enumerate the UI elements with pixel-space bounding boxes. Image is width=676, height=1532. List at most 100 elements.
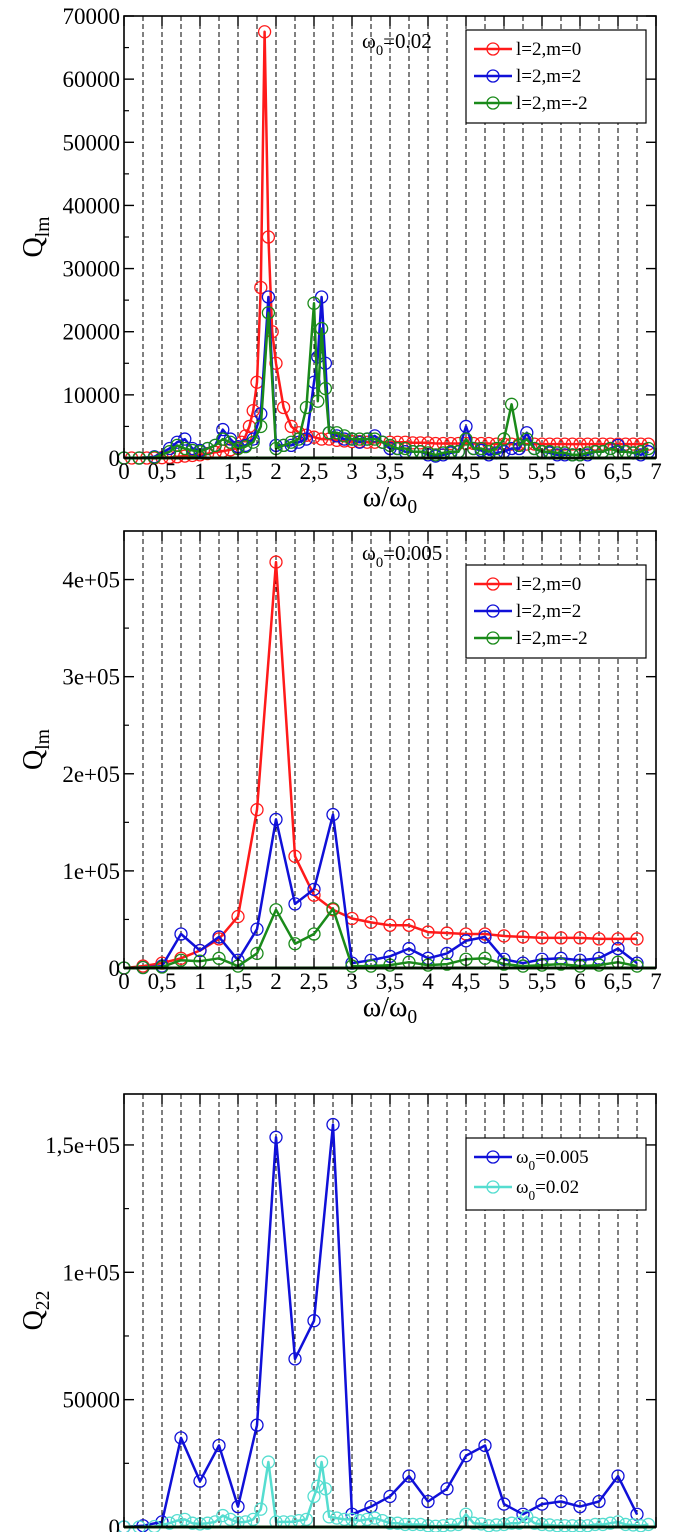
data-point — [440, 926, 454, 940]
data-point — [360, 1512, 374, 1527]
data-point — [375, 435, 390, 449]
x-tick-label: 5 — [498, 1528, 510, 1532]
x-tick-label: 0 — [118, 1528, 130, 1532]
data-point — [307, 296, 321, 310]
x-tick-label: 0,5 — [148, 969, 177, 994]
x-tick-label: 0 — [118, 459, 130, 484]
data-point — [489, 441, 504, 456]
data-point — [311, 1479, 325, 1493]
data-point — [318, 1482, 333, 1496]
x-tick-label: 5,5 — [528, 459, 557, 484]
data-point — [250, 803, 264, 817]
data-point — [200, 1516, 215, 1530]
legend-label: l=2,m=-2 — [516, 628, 588, 649]
legend-marker — [486, 42, 500, 56]
series-line — [124, 302, 649, 460]
legend-label-rest: =0.02 — [535, 1177, 579, 1198]
x-tick-label: 1,5 — [224, 969, 253, 994]
x-tick-label: 2 — [270, 459, 282, 484]
data-point — [580, 437, 595, 451]
data-point — [478, 1438, 492, 1453]
data-point — [337, 429, 352, 443]
data-point — [330, 1511, 344, 1525]
data-point — [216, 432, 230, 446]
data-point — [565, 437, 580, 451]
data-point — [634, 437, 648, 451]
data-point — [402, 918, 416, 932]
data-point — [383, 1489, 397, 1504]
data-point — [459, 432, 473, 446]
x-tick-label: 4,5 — [452, 1528, 481, 1532]
x-tick-label: 5,5 — [528, 969, 557, 994]
data-point — [535, 1497, 549, 1511]
y-axis-label-sub: lm — [33, 217, 54, 238]
data-point — [261, 306, 276, 320]
y-tick-label: 3e+05 — [62, 665, 120, 690]
data-point — [497, 929, 511, 943]
data-point — [185, 443, 200, 458]
data-point — [618, 1517, 633, 1532]
x-tick-label: 3 — [346, 1528, 358, 1532]
x-tick-label: 3,5 — [376, 459, 405, 484]
data-point — [254, 419, 268, 434]
data-point — [573, 931, 587, 945]
data-point — [250, 922, 264, 936]
data-point — [170, 438, 184, 453]
legend-label: ω0=0.005 — [516, 1147, 589, 1173]
legend-marker — [486, 69, 500, 83]
data-point — [459, 1449, 473, 1463]
legend-marker — [486, 96, 500, 110]
x-tick-label: 6,5 — [604, 969, 633, 994]
x-tick-label: 2 — [270, 1528, 282, 1532]
omega-annotation-sub: 0 — [376, 555, 383, 571]
data-point — [504, 437, 519, 451]
x-tick-label: 6,5 — [604, 1528, 633, 1532]
data-point — [352, 432, 367, 446]
legend-label-sub: 0 — [529, 1158, 536, 1173]
legend: l=2,m=0 l=2,m=2 l=2,m=-2 — [465, 564, 647, 659]
data-point — [322, 426, 336, 440]
x-tick-label: 7 — [650, 969, 662, 994]
series-line — [123, 813, 638, 970]
y-axis-label-main: Q — [18, 750, 49, 770]
omega-annotation-main: ω — [362, 29, 376, 53]
data-point — [223, 1512, 238, 1527]
x-tick-label: 1,5 — [224, 1528, 253, 1532]
data-point — [641, 441, 656, 456]
x-axis-label: ω/ω0 — [363, 992, 418, 1028]
data-point — [497, 432, 511, 446]
data-point — [193, 943, 207, 958]
x-tick-label: 5,5 — [528, 1528, 557, 1532]
series-line — [124, 30, 649, 460]
data-point — [250, 946, 264, 961]
data-point — [261, 290, 276, 304]
y-axis-label-sub: 22 — [33, 1291, 54, 1311]
data-point — [345, 432, 359, 446]
data-point — [626, 437, 640, 451]
data-point — [478, 930, 492, 944]
y-tick-label: 40000 — [63, 193, 121, 218]
x-tick-label: 2,5 — [300, 1528, 329, 1532]
data-point — [269, 812, 283, 827]
y-tick-label: 20000 — [63, 320, 121, 345]
legend-label-main: ω — [516, 1147, 529, 1168]
x-tick-label: 4,5 — [452, 969, 481, 994]
series-line — [123, 907, 638, 970]
data-point — [307, 1314, 321, 1328]
data-point — [542, 1518, 557, 1532]
data-point — [185, 1516, 200, 1530]
y-axis-label: Q22 — [18, 1291, 54, 1331]
data-point — [174, 927, 188, 941]
data-point — [603, 441, 618, 456]
y-tick-label: 4e+05 — [62, 568, 120, 593]
data-point — [269, 903, 283, 917]
data-point — [250, 1418, 264, 1432]
y-tick-label: 1e+05 — [62, 859, 120, 884]
data-point — [440, 1482, 454, 1496]
data-point — [212, 930, 226, 944]
legend-label-sub: 0 — [529, 1188, 536, 1203]
data-point — [318, 381, 333, 396]
data-point — [504, 397, 519, 411]
data-point — [440, 946, 454, 961]
